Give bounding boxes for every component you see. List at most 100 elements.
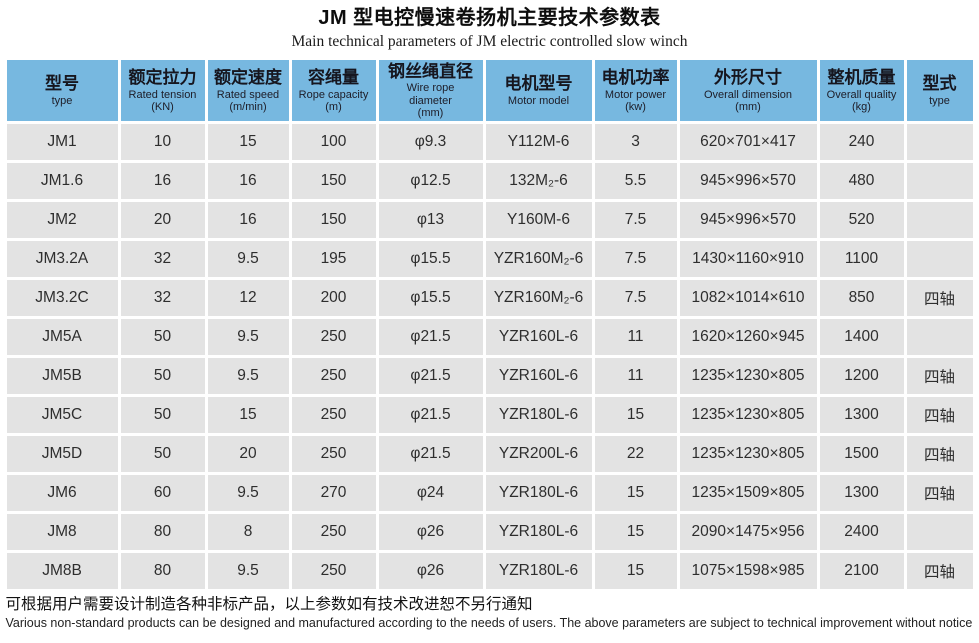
table-cell: JM5D [6, 436, 118, 473]
table-cell: 150 [291, 163, 376, 200]
column-header-english: Overall dimension (mm) [703, 88, 793, 113]
table-row: JM5C 50 15 250 φ21.5 YZR180L-6 15 1235×1230×805… [6, 397, 973, 434]
table-cell: 15 [594, 397, 677, 434]
page-title: JM 型电控慢速卷扬机主要技术参数表 [318, 7, 661, 29]
table-cell: 9.5 [207, 319, 289, 356]
table-cell: 20 [207, 436, 289, 473]
column-header-chinese: 电机功率 [601, 67, 670, 87]
footer-note-english: Various non-standard products can be des… [5, 615, 973, 630]
table-row: JM8B 80 9.5 250 φ26 YZR180L-6 15 1075×1598×985 2… [6, 553, 973, 590]
table-row: JM1.6 16 16 150 φ12.5 132M₂-6 5.5 945×996×570 48… [6, 163, 973, 200]
table-cell: 7.5 [594, 241, 677, 278]
table-cell: 1300 [819, 397, 904, 434]
table-cell: 250 [291, 397, 376, 434]
table-cell: JM5A [6, 319, 118, 356]
table-cell: 945×996×570 [679, 202, 817, 239]
table-cell: JM8 [6, 514, 118, 551]
table-cell [906, 241, 973, 278]
column-header-2: 额定拉力 Rated tension (KN) [120, 59, 205, 122]
table-cell: 1235×1509×805 [679, 475, 817, 512]
table-row: JM8 80 8 250 φ26 YZR180L-6 15 2090×1475×956 2400 [6, 514, 973, 551]
table-cell: 1075×1598×985 [679, 553, 817, 590]
table-cell: φ15.5 [378, 280, 483, 317]
table-cell: 1235×1230×805 [679, 358, 817, 395]
table-cell: 50 [120, 319, 205, 356]
table-cell: φ24 [378, 475, 483, 512]
column-header-english: Overall quality (kg) [826, 88, 897, 113]
table-cell: 16 [207, 163, 289, 200]
table-cell: 620×701×417 [679, 124, 817, 161]
column-header-chinese: 型式 [922, 74, 957, 94]
table-cell: 1430×1160×910 [679, 241, 817, 278]
table-cell: 2090×1475×956 [679, 514, 817, 551]
column-header-english: Rated speed (m/min) [216, 88, 280, 113]
table-header-row: 型号 type 额定拉力 Rated tension (KN) 额定速度 Rated spe… [6, 59, 973, 122]
table-cell: 1400 [819, 319, 904, 356]
table-row: JM2 20 16 150 φ13 Y160M-6 7.5 945×996×570 520 [6, 202, 973, 239]
table-cell: 22 [594, 436, 677, 473]
column-header-7: 电机功率 Motor power (kw) [594, 59, 677, 122]
table-cell: 9.5 [207, 358, 289, 395]
column-header-chinese: 额定速度 [214, 67, 282, 87]
table-cell: φ15.5 [378, 241, 483, 278]
table-cell: YZR180L-6 [485, 514, 592, 551]
table-cell [906, 514, 973, 551]
table-cell [906, 319, 973, 356]
column-header-english: type [929, 94, 950, 107]
table-cell: φ21.5 [378, 358, 483, 395]
table-cell: 270 [291, 475, 376, 512]
table-cell: YZR180L-6 [485, 397, 592, 434]
column-header-chinese: 容绳量 [308, 67, 359, 87]
column-header-8: 外形尺寸 Overall dimension (mm) [679, 59, 817, 122]
table-cell: 100 [291, 124, 376, 161]
table-cell: 945×996×570 [679, 163, 817, 200]
table-cell: YZR160M₂-6 [485, 241, 592, 278]
table-cell: 12 [207, 280, 289, 317]
table-cell: 16 [120, 163, 205, 200]
table-cell: 15 [594, 475, 677, 512]
column-header-chinese: 额定拉力 [128, 67, 197, 87]
table-cell: 60 [120, 475, 205, 512]
table-cell: 7.5 [594, 280, 677, 317]
table-cell: 32 [120, 241, 205, 278]
table-cell: 1620×1260×945 [679, 319, 817, 356]
column-header-english: Wire rope diameter (mm) [406, 82, 455, 119]
table-row: JM3.2C 32 12 200 φ15.5 YZR160M₂-6 7.5 1082×1014… [6, 280, 973, 317]
table-cell: JM6 [6, 475, 118, 512]
table-cell: 1235×1230×805 [679, 397, 817, 434]
table-cell: 15 [594, 553, 677, 590]
table-cell: 8 [207, 514, 289, 551]
table-cell: JM5B [6, 358, 118, 395]
table-cell: 850 [819, 280, 904, 317]
table-cell: YZR200L-6 [485, 436, 592, 473]
table-cell: 1200 [819, 358, 904, 395]
table-cell: 11 [594, 358, 677, 395]
table-cell: φ13 [378, 202, 483, 239]
column-header-english: Rated tension (KN) [128, 88, 197, 113]
table-cell: JM3.2C [6, 280, 118, 317]
table-cell [906, 202, 973, 239]
table-cell: 250 [291, 514, 376, 551]
table-cell: 2100 [819, 553, 904, 590]
column-header-chinese: 电机型号 [504, 74, 573, 94]
table-cell: 520 [819, 202, 904, 239]
table-cell: 四轴 [906, 436, 973, 473]
column-header-1: 型号 type [6, 59, 118, 122]
table-cell [906, 124, 973, 161]
table-cell: 250 [291, 319, 376, 356]
column-header-9: 整机质量 Overall quality (kg) [819, 59, 904, 122]
table-cell: YZR160L-6 [485, 358, 592, 395]
column-header-chinese: 整机质量 [827, 67, 896, 87]
table-row: JM3.2A 32 9.5 195 φ15.5 YZR160M₂-6 7.5 1430×116… [6, 241, 973, 278]
column-header-6: 电机型号 Motor model [485, 59, 592, 122]
table-cell: 1082×1014×610 [679, 280, 817, 317]
table-cell: 9.5 [207, 553, 289, 590]
table-cell: JM3.2A [6, 241, 118, 278]
table-cell: 50 [120, 358, 205, 395]
table-cell: JM8B [6, 553, 118, 590]
table-row: JM6 60 9.5 270 φ24 YZR180L-6 15 1235×1509×805 13… [6, 475, 973, 512]
footer-note: 可根据用户需要设计制造各种非标产品，以上参数如有技术改进恕不另行通知 Vario… [6, 595, 974, 631]
table-cell: 15 [207, 397, 289, 434]
table-cell: 1100 [819, 241, 904, 278]
